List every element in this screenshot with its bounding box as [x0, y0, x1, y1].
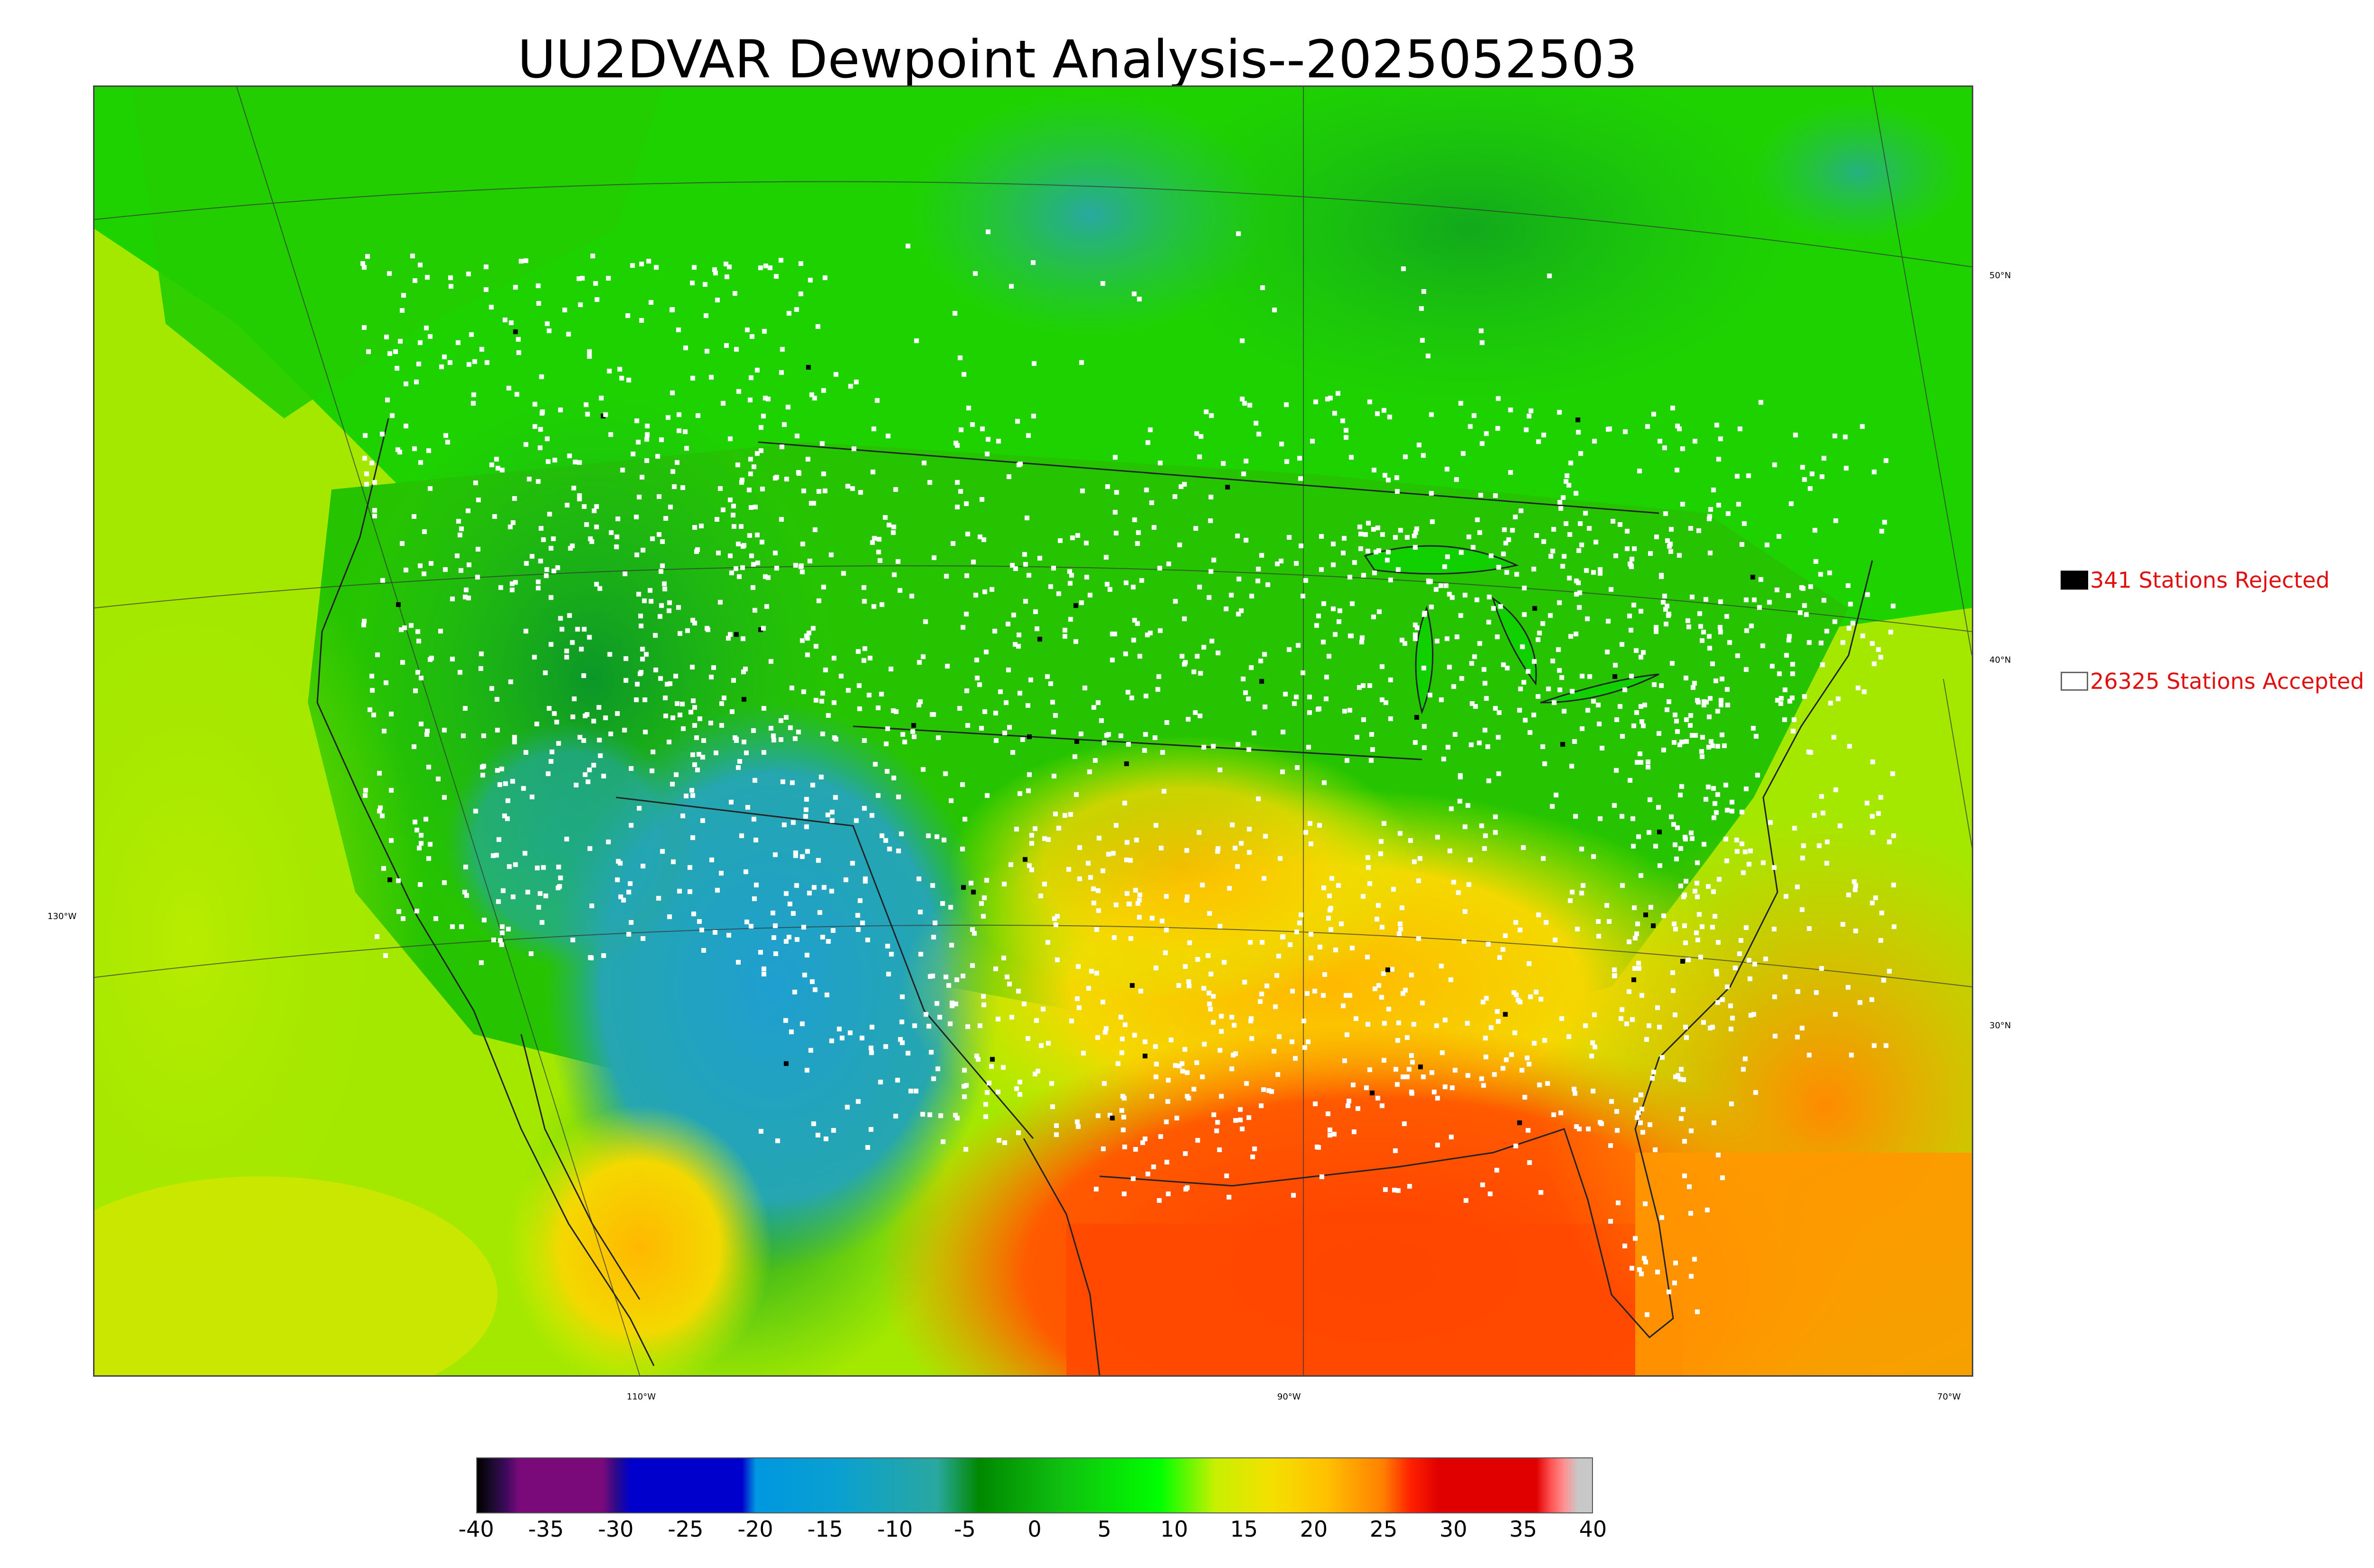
coastlines	[316, 418, 1873, 1375]
great-lakes	[1364, 545, 1659, 714]
legend-rejected: 341 Stations Rejected	[2061, 566, 2330, 594]
colorbar-tick-label: 35	[1509, 1516, 1537, 1542]
colorbar-tick-label: -20	[737, 1516, 773, 1542]
colorbar-tick-label: -25	[668, 1516, 704, 1542]
lon-label-110w: 110°W	[627, 1392, 656, 1402]
colorbar-tick-label: 25	[1369, 1516, 1398, 1542]
colorbar-ticks: -40 -35 -30 -25 -20 -15 -10 -5 0 5 10 15 20 25 30 35 40	[458, 1512, 1607, 1546]
colorbar-tick-label: 40	[1579, 1516, 1607, 1542]
colorbar-tick-label: 5	[1097, 1516, 1112, 1542]
colorbar-tick-label: -30	[598, 1516, 634, 1542]
colorbar-tick-label: -15	[807, 1516, 843, 1542]
dewpoint-map	[93, 85, 1973, 1377]
graticule	[94, 87, 1972, 1375]
colorbar-tick-label: -10	[877, 1516, 913, 1542]
colorbar-tick-label: 20	[1300, 1516, 1328, 1542]
colorbar-tick-label: -40	[458, 1516, 494, 1542]
colorbar	[476, 1457, 1593, 1513]
colorbar-tick-label: 15	[1230, 1516, 1258, 1542]
lat-label-40n: 40°N	[1989, 655, 2011, 665]
map-canvas	[94, 87, 1972, 1375]
lon-label-130w: 130°W	[47, 911, 77, 921]
colorbar-tick-label: 10	[1160, 1516, 1188, 1542]
colorbar-tick-label: 0	[1027, 1516, 1042, 1542]
map-title: UU2DVAR Dewpoint Analysis--2025052503	[518, 29, 1638, 90]
colorbar-gradient	[477, 1458, 1592, 1512]
colorbar-tick-label: 30	[1439, 1516, 1468, 1542]
lat-label-50n: 50°N	[1989, 271, 2011, 281]
rejected-swatch	[2061, 571, 2088, 590]
colorbar-tick-label: -35	[528, 1516, 564, 1542]
lon-label-70w: 70°W	[1937, 1392, 1961, 1402]
lat-label-30n: 30°N	[1989, 1021, 2011, 1031]
accepted-swatch	[2061, 672, 2088, 691]
accepted-label: 26325 Stations Accepted	[2090, 668, 2365, 694]
legend-accepted: 26325 Stations Accepted	[2061, 667, 2364, 695]
lon-label-90w: 90°W	[1277, 1392, 1301, 1402]
rejected-label: 341 Stations Rejected	[2090, 567, 2330, 593]
colorbar-tick-label: -5	[954, 1516, 976, 1542]
station-markers	[360, 229, 1897, 1317]
